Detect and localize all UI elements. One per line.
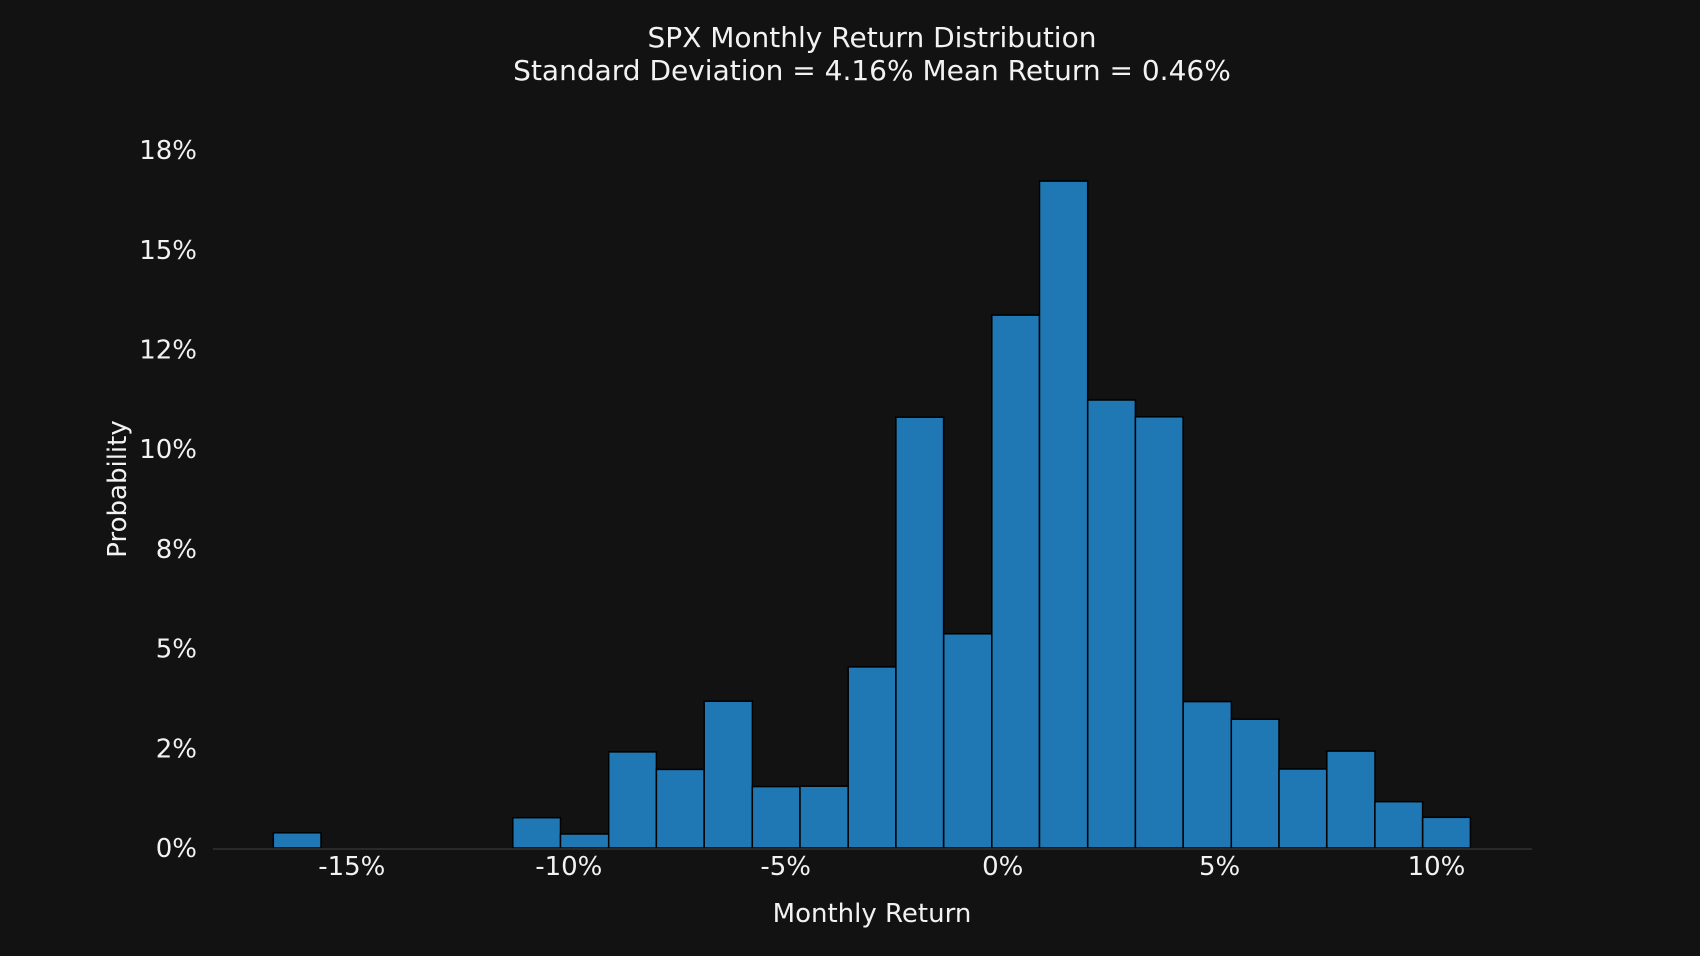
x-tick-label: 5%	[1199, 852, 1240, 882]
histogram-bar	[1134, 416, 1184, 849]
histogram-bar	[703, 700, 754, 849]
histogram-bar	[895, 416, 945, 849]
histogram-bar	[1326, 750, 1376, 849]
x-tick-label: 0%	[982, 852, 1023, 882]
y-tick-label: 2%	[156, 734, 197, 764]
histogram-bar	[1182, 700, 1233, 849]
y-tick-label: 0%	[156, 834, 197, 864]
y-tick-label: 18%	[139, 136, 197, 166]
histogram-bar	[1278, 768, 1328, 849]
x-tick-label: -15%	[318, 852, 385, 882]
chart-subtitle: Standard Deviation = 4.16% Mean Return =…	[513, 54, 1231, 87]
histogram-bars	[272, 180, 1472, 849]
y-tick-label: 5%	[156, 635, 197, 665]
histogram-bar	[751, 785, 801, 849]
histogram-bar	[1086, 399, 1137, 849]
histogram-bar	[1038, 180, 1089, 849]
histogram-bar	[847, 666, 897, 849]
x-axis-tick-labels: -15% -10% -5% 0% 5% 10%	[318, 852, 1465, 882]
x-tick-label: -10%	[535, 852, 602, 882]
y-tick-label: 8%	[156, 535, 197, 565]
histogram-bar	[559, 833, 610, 849]
y-tick-label: 10%	[139, 435, 197, 465]
histogram-bar	[1374, 800, 1424, 849]
histogram-bar	[655, 768, 705, 849]
histogram-bar	[991, 314, 1041, 849]
histogram-bar	[1230, 718, 1280, 849]
histogram-bar	[1421, 816, 1472, 849]
x-tick-label: 10%	[1408, 852, 1466, 882]
histogram-bar	[607, 751, 658, 849]
y-axis-label: Probability	[103, 420, 133, 557]
y-axis-tick-labels: 0% 2% 5% 8% 10% 12% 15% 18%	[139, 136, 197, 864]
x-tick-label: -5%	[760, 852, 811, 882]
histogram-bar	[799, 785, 849, 849]
y-tick-label: 15%	[139, 236, 197, 266]
x-axis-label: Monthly Return	[773, 899, 972, 929]
histogram-bar	[272, 832, 322, 849]
histogram-bar	[512, 816, 562, 849]
y-tick-label: 12%	[139, 336, 197, 366]
histogram-bar	[942, 633, 993, 849]
chart-title: SPX Monthly Return Distribution	[648, 21, 1097, 54]
